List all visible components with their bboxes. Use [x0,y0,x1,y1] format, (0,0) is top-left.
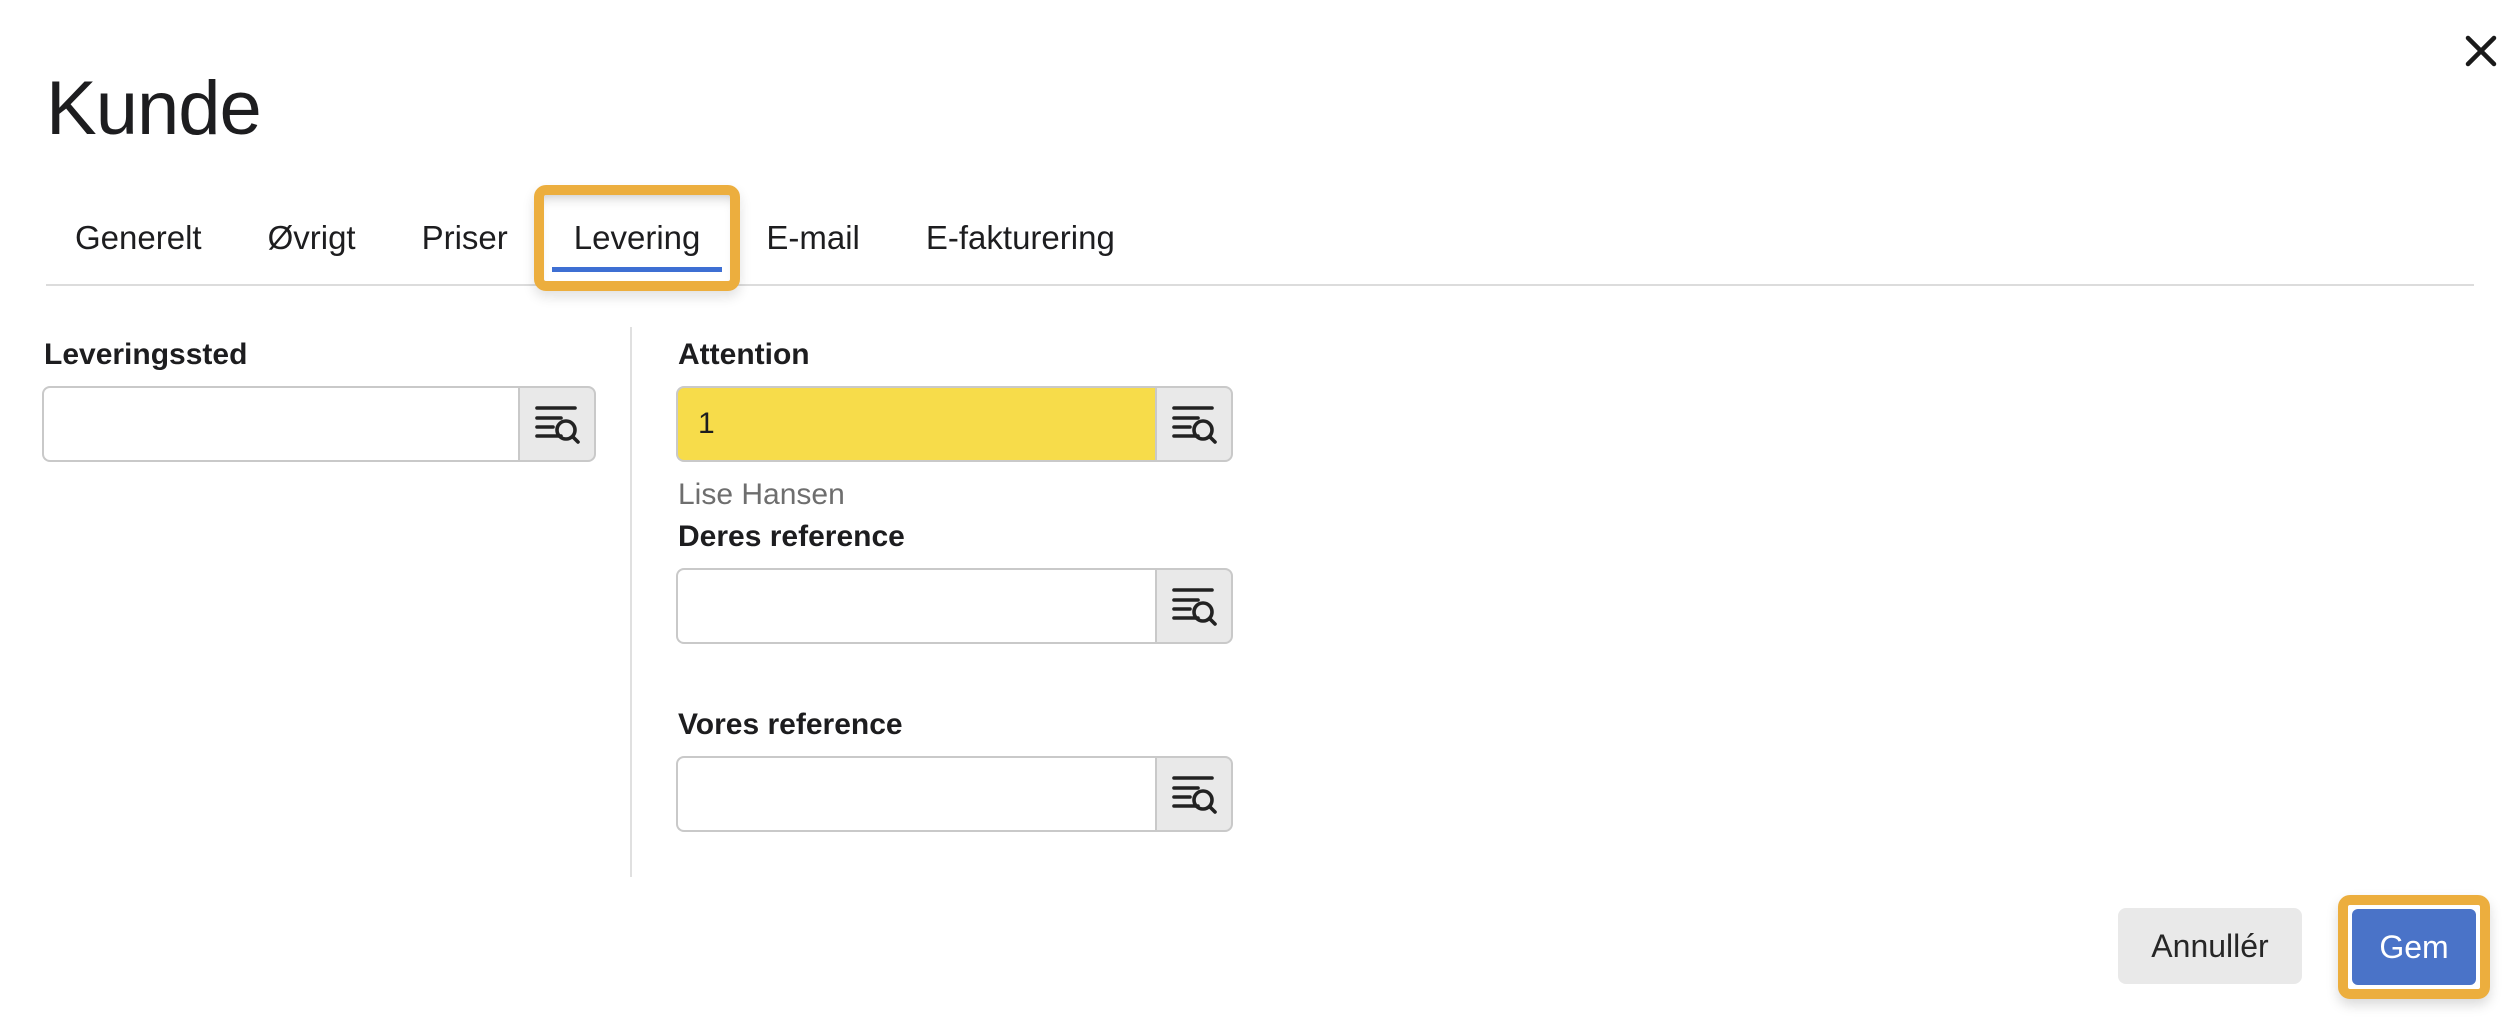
list-search-icon [1172,588,1217,626]
tab-bar: Generelt Øvrigt Priser Levering E-mail E… [75,185,1115,291]
deres-reference-lookup-button[interactable] [1155,568,1233,644]
leveringssted-control [42,386,596,462]
list-search-icon [535,406,580,444]
tab-efakturering[interactable]: E-fakturering [925,219,1115,256]
cancel-button[interactable]: Annullér [2118,908,2302,984]
attention-helper-text: Lise Hansen [678,478,845,511]
vores-reference-control [676,756,1233,832]
dialog-title: Kunde [46,65,262,151]
leveringssted-label: Leveringssted [44,338,248,371]
left-column: Leveringssted [42,338,596,462]
tab-ovrigt[interactable]: Øvrigt [267,219,356,256]
deres-reference-control [676,568,1233,644]
tab-generelt[interactable]: Generelt [75,219,202,256]
tab-levering[interactable]: Levering [573,219,701,256]
save-button-annotation: Gem [2338,895,2490,999]
attention-label: Attention [678,338,810,371]
attention-lookup-button[interactable] [1155,386,1233,462]
attention-input[interactable] [676,386,1155,462]
tab-separator [46,284,2474,286]
close-button[interactable] [2450,20,2512,82]
leveringssted-input[interactable] [42,386,518,462]
levering-tab-annotation: Levering [533,185,741,291]
tab-priser[interactable]: Priser [421,219,508,256]
save-button[interactable]: Gem [2352,909,2476,985]
list-search-icon [1172,776,1217,814]
active-tab-underline [551,267,723,272]
list-search-icon [1172,406,1217,444]
attention-control [676,386,1233,462]
vores-reference-label: Vores reference [678,708,903,741]
deres-reference-input[interactable] [676,568,1155,644]
column-divider [630,327,632,877]
vores-reference-lookup-button[interactable] [1155,756,1233,832]
deres-reference-label: Deres reference [678,520,905,553]
tab-email[interactable]: E-mail [766,219,860,256]
right-column: Attention Lise Hansen Deres reference [676,338,1233,832]
close-icon [2465,35,2497,67]
vores-reference-input[interactable] [676,756,1155,832]
leveringssted-lookup-button[interactable] [518,386,596,462]
